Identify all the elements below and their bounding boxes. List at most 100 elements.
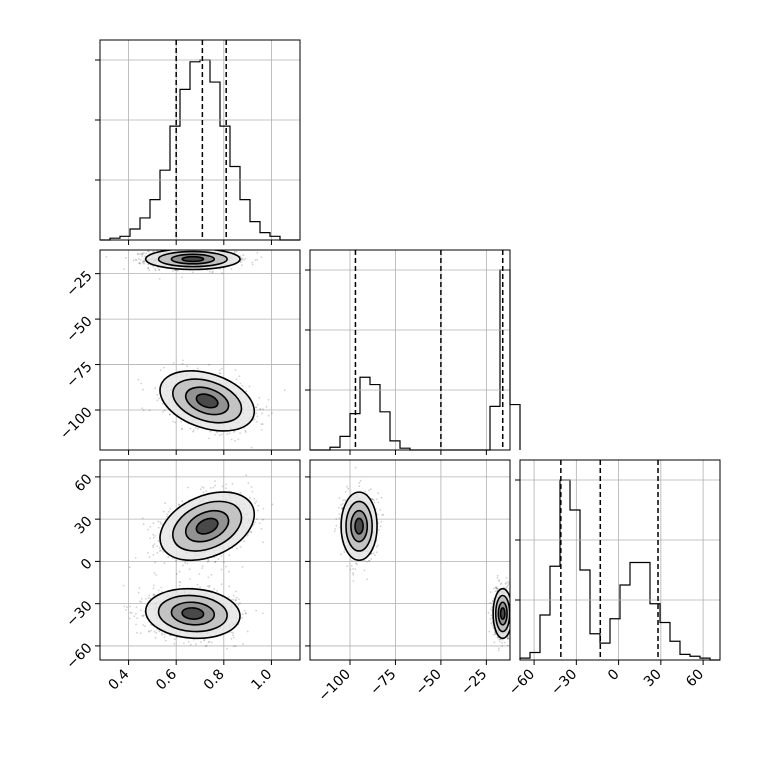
sample-point [250,446,253,449]
sample-point [256,415,259,418]
contour-line [172,378,243,424]
sample-point [228,490,231,492]
sample-point [181,428,184,431]
density-layer [122,474,274,650]
sample-point [135,259,138,261]
sample-point [147,630,150,632]
sample-point [154,269,157,272]
sample-point [141,261,144,264]
sample-point [158,547,161,550]
x-tick-label: 30 [641,666,665,690]
sample-point [161,633,164,636]
sample-point [239,491,242,494]
axis-frame [309,249,511,451]
sample-point [156,393,159,396]
sample-point [148,631,151,633]
sample-point [192,430,194,433]
sample-point [142,523,145,526]
sample-point [156,399,159,402]
sample-point [147,250,149,253]
sample-point [243,540,246,543]
sample-point [183,642,185,645]
sample-point [154,268,156,270]
y-tick-label: −100 [57,404,96,443]
sample-point [158,550,161,552]
sample-point [166,513,169,516]
sample-point [142,409,145,412]
sample-point [257,504,260,507]
sample-point [181,276,183,279]
sample-point [206,585,209,588]
sample-point [174,269,177,271]
sample-point [216,590,219,592]
sample-point [253,498,256,500]
sample-point [255,406,257,408]
sample-point [155,574,158,576]
sample-point [166,515,169,518]
sample-point [240,261,242,263]
sample-point [156,545,159,547]
sample-point [267,414,270,417]
sample-point [241,264,243,266]
sample-point [207,576,210,579]
sample-point [243,609,246,612]
sample-point [178,504,181,506]
sample-point [230,268,233,270]
sample-point [147,552,149,554]
sample-point [158,397,161,400]
sample-point [235,596,238,599]
axis-frame [99,249,301,451]
sample-point [228,432,231,435]
sample-point [262,408,264,411]
sample-point [150,629,152,632]
sample-point [226,433,229,436]
sample-point [239,255,242,257]
sample-point [184,562,187,564]
sample-point [207,641,210,644]
sample-point [125,257,127,259]
sample-point [239,382,242,385]
sample-point [255,412,257,415]
sample-point [196,247,198,249]
sample-point [162,510,165,513]
sample-point [125,609,127,611]
sample-point [142,624,145,626]
sample-point [196,583,199,586]
sample-point [239,432,242,434]
sample-point [160,549,162,552]
sample-point [217,558,220,560]
sample-point [152,536,155,539]
sample-point [139,259,142,261]
sample-point [239,602,241,605]
sample-point [138,262,141,264]
sample-point [261,412,263,415]
sample-point [237,438,240,441]
hist-panel-2: −60 −30 0 30 60 [506,459,721,699]
sample-point [226,647,229,650]
y-tick-label: −75 [63,359,95,391]
sample-point [160,586,163,589]
sample-point [175,559,177,562]
sample-point [143,262,145,265]
sample-point [164,639,167,642]
x-tick-label: −30 [548,666,580,698]
sample-point [149,537,152,540]
sample-point [242,643,244,645]
sample-point [205,247,207,249]
sample-point [174,421,177,424]
sample-point [158,630,161,633]
sample-point [223,248,225,250]
sample-point [154,535,156,537]
sample-point [249,530,252,533]
sample-point [152,587,155,590]
sample-point [249,497,252,499]
sample-point [234,599,237,602]
sample-point [164,502,167,505]
sample-point [186,365,189,368]
sample-point [197,427,199,430]
sample-point [212,486,215,489]
sample-point [271,503,274,506]
sample-point [259,408,262,411]
sample-point [241,257,244,260]
